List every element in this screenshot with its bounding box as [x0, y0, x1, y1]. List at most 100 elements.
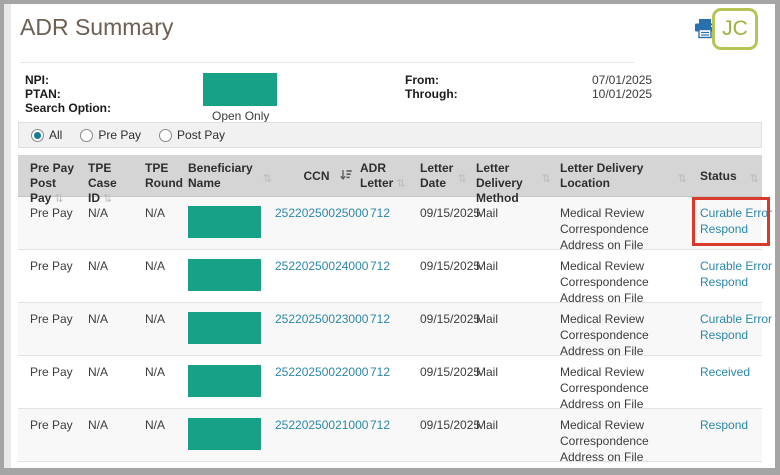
cell-delivery-method: Mail	[476, 259, 499, 273]
adr-letter-link[interactable]: 712	[370, 312, 391, 326]
respond-link[interactable]: Respond	[700, 328, 749, 342]
col-ccn[interactable]: CCN	[275, 155, 358, 196]
cell-tpe-case-id: N/A	[88, 206, 109, 220]
col-tpe-round[interactable]: TPE Round ⇅	[145, 161, 195, 190]
cell-tpe-round: N/A	[145, 206, 166, 220]
cell-delivery-location: Medical Review Correspondence Address on…	[560, 418, 649, 464]
col-beneficiary-name[interactable]: Beneficiary Name ⇅	[188, 161, 272, 190]
sort-icon[interactable]: ⇅	[262, 173, 272, 185]
sort-icon[interactable]: ⇅	[677, 173, 687, 185]
table-row: Pre Pay N/A N/A 25220250024000 712 09/15…	[18, 250, 773, 305]
status-link[interactable]: Received	[700, 365, 751, 379]
from-value: 07/01/2025	[592, 73, 653, 87]
radio-pre-pay-label: Pre Pay	[98, 128, 142, 142]
table-row: Pre Pay N/A N/A 25220250022000 712 09/15…	[18, 356, 762, 411]
cell-delivery-method: Mail	[476, 312, 499, 326]
window-frame-right	[775, 0, 780, 475]
respond-link[interactable]: Respond	[700, 275, 749, 289]
respond-link[interactable]: Respond	[700, 222, 749, 236]
ccn-link[interactable]: 25220250023000	[275, 312, 369, 326]
adr-letter-link[interactable]: 712	[370, 365, 391, 379]
cell-tpe-case-id: N/A	[88, 259, 109, 273]
cell-delivery-method: Mail	[476, 365, 499, 379]
cell-delivery-method: Mail	[476, 418, 499, 432]
status-link[interactable]: Curable Error	[700, 259, 773, 273]
cell-letter-date: 09/15/2025	[420, 312, 481, 326]
cell-status: Curable Error Respond	[690, 303, 773, 355]
cell-delivery-location: Medical Review Correspondence Address on…	[560, 365, 649, 411]
status-link[interactable]: Curable Error	[700, 206, 773, 220]
cell-beneficiary	[179, 250, 275, 302]
radio-post-pay-label: Post Pay	[177, 128, 226, 142]
cell-status: Respond	[690, 409, 762, 461]
printer-icon	[694, 19, 716, 43]
col-letter-delivery-method[interactable]: Letter Delivery Method ⇅	[476, 161, 551, 205]
cell-beneficiary	[179, 356, 275, 408]
sort-icon[interactable]: ⇅	[457, 173, 467, 185]
sort-icon[interactable]: ⇅	[749, 173, 759, 185]
print-button[interactable]	[694, 19, 716, 39]
cell-tpe-round: N/A	[145, 312, 166, 326]
radio-pre-pay-circle[interactable]	[80, 128, 94, 142]
through-value: 10/01/2025	[592, 87, 653, 101]
sort-icon[interactable]: ⇅	[103, 193, 112, 205]
adr-table: Pre Pay Post Pay ⇅ TPE Case ID ⇅ TPE Round…	[18, 155, 773, 464]
adr-letter-link[interactable]: 712	[370, 259, 391, 273]
search-option-label: Search Option:	[25, 101, 112, 115]
col-letter-date[interactable]: Letter Date ⇅	[420, 161, 467, 190]
radio-pre-pay[interactable]: Pre Pay	[80, 128, 141, 142]
radio-post-pay-circle[interactable]	[159, 128, 173, 142]
radio-post-pay[interactable]: Post Pay	[159, 128, 225, 142]
status-link[interactable]: Curable Error	[700, 312, 773, 326]
redacted-beneficiary-name	[188, 418, 261, 450]
radio-all[interactable]: All	[31, 128, 62, 142]
cell-beneficiary	[179, 303, 275, 355]
col-adr-letter[interactable]: ADR Letter ⇅	[360, 161, 406, 190]
window-frame-top	[0, 0, 780, 4]
cell-beneficiary	[179, 197, 275, 249]
adr-letter-link[interactable]: 712	[370, 418, 391, 432]
search-option-value: Open Only	[212, 109, 270, 123]
avatar-initials: JC	[722, 17, 748, 40]
cell-prepay: Pre Pay	[30, 259, 73, 273]
cell-tpe-round: N/A	[145, 259, 166, 273]
sort-desc-icon[interactable]	[340, 169, 352, 185]
sort-icon[interactable]: ⇅	[186, 178, 195, 190]
cell-delivery-location: Medical Review Correspondence Address on…	[560, 206, 649, 252]
from-label: From:	[405, 73, 439, 87]
cell-tpe-round: N/A	[145, 365, 166, 379]
col-status[interactable]: Status ⇅	[700, 169, 759, 185]
status-link[interactable]: Respond	[700, 418, 749, 432]
cell-prepay: Pre Pay	[30, 365, 73, 379]
adr-letter-link[interactable]: 712	[370, 206, 391, 220]
user-avatar-badge[interactable]: JC	[712, 8, 758, 50]
sort-icon[interactable]: ⇅	[396, 178, 405, 190]
table-header-row: Pre Pay Post Pay ⇅ TPE Case ID ⇅ TPE Round…	[18, 155, 762, 205]
cell-prepay: Pre Pay	[30, 312, 73, 326]
cell-status: Received	[690, 356, 762, 408]
col-tpe-case-id[interactable]: TPE Case ID ⇅	[88, 161, 117, 205]
ccn-link[interactable]: 25220250025000	[275, 206, 369, 220]
cell-status: Curable Error Respond	[690, 250, 773, 302]
col-letter-delivery-location[interactable]: Letter Delivery Location ⇅	[560, 161, 687, 190]
ccn-link[interactable]: 25220250021000	[275, 418, 369, 432]
ptan-label: PTAN:	[25, 87, 61, 101]
sort-icon[interactable]: ⇅	[541, 173, 551, 185]
radio-all-label: All	[49, 128, 63, 142]
cell-tpe-case-id: N/A	[88, 312, 109, 326]
table-row: Pre Pay N/A N/A 25220250021000 712 09/15…	[18, 409, 762, 464]
ccn-link[interactable]: 25220250024000	[275, 259, 369, 273]
window-frame-left	[0, 0, 4, 475]
sort-icon[interactable]: ⇅	[54, 193, 63, 205]
radio-all-circle[interactable]	[31, 128, 44, 142]
pay-filter-bar: All Pre Pay Post Pay	[18, 122, 762, 148]
npi-label: NPI:	[25, 73, 49, 87]
cell-status: Curable Error Respond	[690, 197, 773, 249]
col-prepay-postpay[interactable]: Pre Pay Post Pay ⇅	[30, 161, 75, 205]
cell-letter-date: 09/15/2025	[420, 259, 481, 273]
ccn-link[interactable]: 25220250022000	[275, 365, 369, 379]
cell-letter-date: 09/15/2025	[420, 365, 481, 379]
cell-delivery-method: Mail	[476, 206, 499, 220]
window-frame-bottom	[0, 468, 780, 475]
